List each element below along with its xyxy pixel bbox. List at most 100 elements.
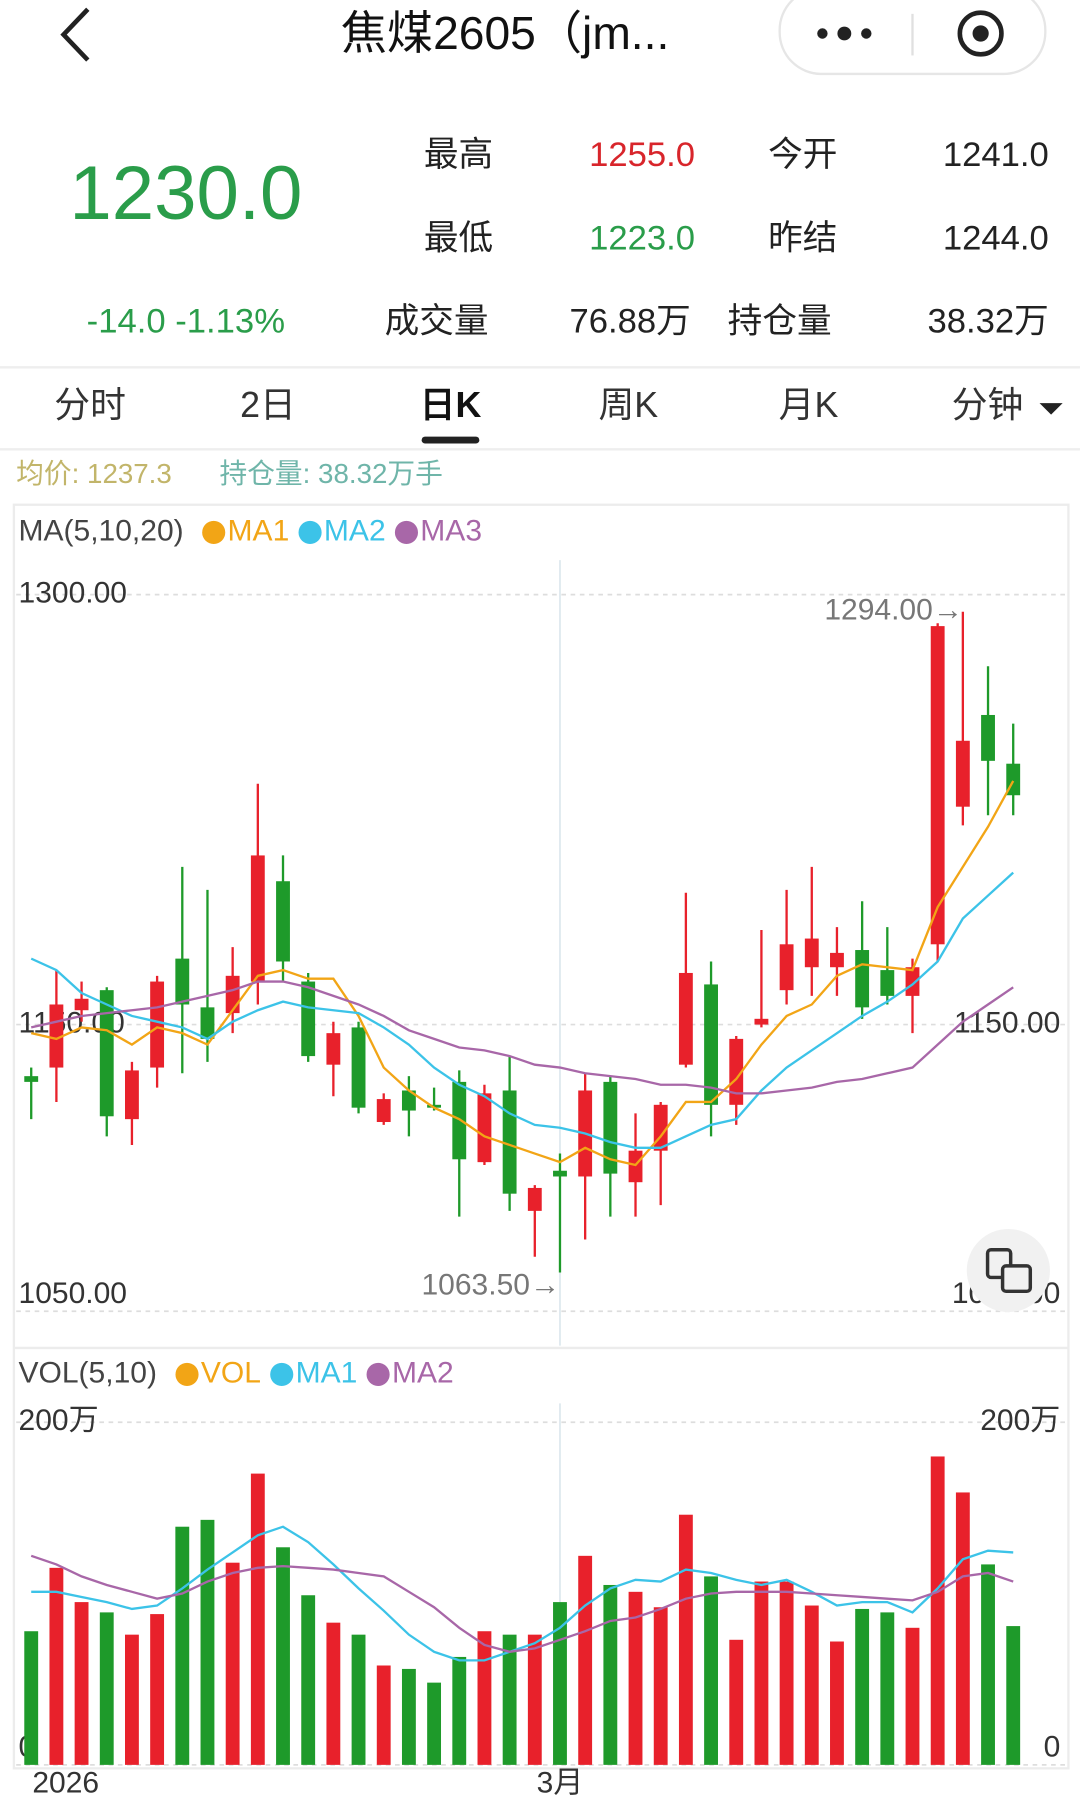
candle-body [502, 1090, 517, 1194]
x-tick-label: 3月 [537, 1766, 584, 1799]
volume-bar [150, 1614, 165, 1765]
tab[interactable]: 分时 [54, 385, 126, 425]
more-button[interactable] [817, 26, 872, 41]
candle-body [603, 1081, 618, 1174]
period-tabs: 分时 2日 日K 周K 月K 分钟 [54, 385, 1063, 444]
candle-body [427, 1104, 442, 1108]
y-tick-label: 200万 [19, 1404, 99, 1437]
ma-line [30, 1554, 1014, 1653]
candle-body [628, 1150, 643, 1183]
volume-bar [729, 1639, 744, 1765]
dropdown-arrow [1039, 403, 1063, 415]
volume-bar [452, 1656, 467, 1765]
tab[interactable]: 周K [599, 385, 659, 425]
volume-bar [830, 1641, 844, 1765]
ma-line [30, 780, 1015, 1167]
volume-bar [74, 1602, 89, 1765]
volume-bar [477, 1631, 492, 1765]
volume-bar [502, 1634, 517, 1765]
back-button[interactable] [60, 7, 90, 62]
volume-bar [981, 1564, 995, 1765]
legend-label: MA3 [420, 514, 482, 547]
tab-indicator [421, 436, 480, 444]
legend-title: MA(5,10,20) [19, 514, 184, 547]
y-tick-label: 1050.00 [19, 1277, 128, 1310]
candle-body [830, 952, 844, 968]
legend-title: VOL(5,10) [19, 1356, 157, 1389]
quote-value: 1223.0 [589, 219, 695, 257]
volume-bar [704, 1576, 718, 1765]
candle-body [376, 1099, 391, 1123]
volume-bar [351, 1634, 366, 1765]
volume-bar [804, 1605, 819, 1765]
price-change: -14.0 -1.13% [87, 303, 285, 341]
volume-bar [49, 1567, 64, 1765]
close-button[interactable] [957, 10, 1004, 57]
y-tick-label: 1300.00 [19, 577, 128, 610]
legend-swatch [394, 520, 418, 545]
volume-bar [200, 1519, 215, 1765]
candle-body [125, 1070, 139, 1120]
volume-bar [99, 1612, 114, 1765]
quote-label: 成交量 [385, 303, 489, 341]
candle-body [276, 881, 290, 962]
candle-body [150, 981, 165, 1068]
tab-label: 周K [599, 385, 659, 425]
volume-bar [1006, 1626, 1021, 1765]
tab-label: 月K [779, 385, 839, 425]
ma-line [30, 980, 1014, 1095]
volume-bar [427, 1682, 442, 1765]
tab[interactable]: 2日 [240, 385, 296, 425]
switch-button[interactable] [966, 1228, 1050, 1313]
volume-bar [553, 1602, 567, 1765]
candle-body [250, 855, 265, 982]
max-annotation: 1294.00→ [824, 594, 963, 627]
volume-bar [855, 1608, 870, 1765]
candle-body [200, 1007, 215, 1039]
quote-label: 最低 [424, 219, 493, 257]
candle-body [729, 1038, 744, 1105]
volume-bar [955, 1492, 970, 1765]
candle-body [527, 1187, 542, 1211]
ma-line [30, 871, 1014, 1149]
tab-label: 分时 [54, 385, 126, 425]
quote-label: 最高 [424, 136, 493, 174]
ma-line [31, 1525, 1014, 1662]
candle-body [653, 1104, 668, 1151]
legend-label: MA2 [324, 514, 386, 547]
y-tick-label-right: 200万 [980, 1404, 1060, 1437]
volume-bar [276, 1547, 290, 1765]
volume-bar [880, 1612, 895, 1765]
min-annotation: 1063.50→ [421, 1268, 560, 1301]
candle-body [74, 998, 89, 1011]
candle-body [704, 984, 718, 1105]
tab[interactable]: 分钟 [952, 385, 1063, 425]
candle-body [477, 1093, 492, 1163]
quote-label: 持仓量 [728, 303, 832, 341]
quote-value: 1244.0 [943, 219, 1049, 257]
volume-bar [301, 1595, 316, 1765]
candle-body [678, 972, 693, 1065]
tab[interactable]: 月K [779, 385, 839, 425]
quote-fields: 最高 1255.0 今开 1241.0 最低 1223.0 昨结 1244.0 成交量 76.88… [385, 136, 1049, 340]
volume-bar [125, 1634, 139, 1765]
legend-label: MA1 [296, 1356, 358, 1389]
volume-bar [653, 1607, 668, 1765]
tab[interactable]: 日K [420, 385, 482, 444]
quote-value: 1255.0 [589, 136, 695, 174]
quote-label: 今开 [768, 136, 837, 174]
candle-body [301, 981, 316, 1057]
candle-body [905, 967, 920, 996]
candle-body [99, 990, 114, 1117]
legend-swatch [175, 1362, 199, 1387]
quote-label: 昨结 [768, 219, 837, 257]
legend-label: MA2 [392, 1356, 454, 1389]
candle-body [804, 938, 819, 968]
volume-bar [24, 1631, 39, 1765]
tab-label: 2日 [240, 385, 296, 425]
charts: 20263月MA(5,10,20)MA1MA2MA31050.001050.00… [16, 514, 1065, 1799]
volume-bar [578, 1555, 593, 1765]
legend-swatch [366, 1362, 390, 1387]
quote-value: 1241.0 [943, 136, 1049, 174]
